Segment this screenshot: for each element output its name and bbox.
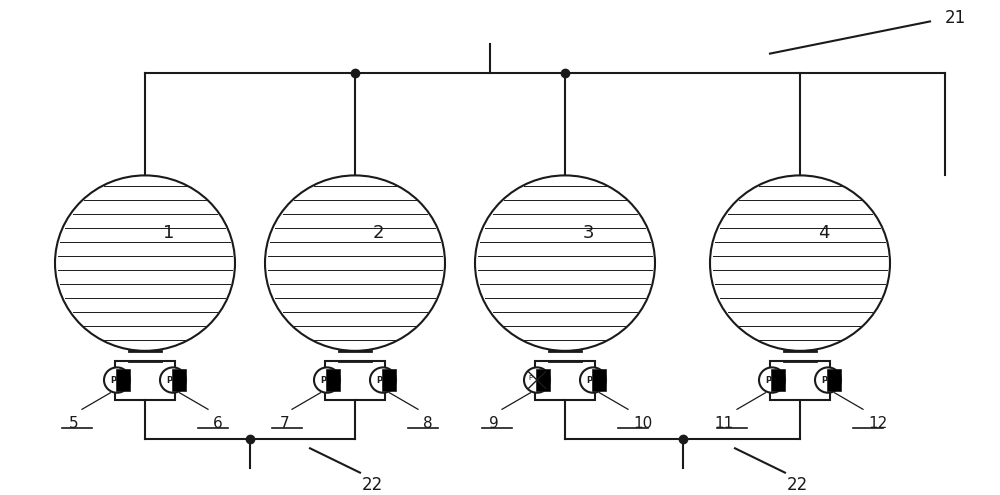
Circle shape	[370, 367, 396, 393]
Text: P: P	[528, 375, 533, 381]
Circle shape	[160, 367, 186, 393]
Bar	[115, 360, 175, 399]
Bar	[325, 360, 385, 399]
Bar	[382, 369, 396, 392]
Circle shape	[314, 367, 340, 393]
Text: P: P	[167, 376, 173, 385]
Bar	[536, 369, 550, 392]
Text: 11: 11	[715, 416, 734, 431]
Text: 7: 7	[279, 416, 289, 431]
Text: 22: 22	[362, 476, 383, 494]
Text: P: P	[822, 376, 828, 385]
Text: P: P	[587, 376, 593, 385]
Text: 9: 9	[489, 416, 499, 431]
Circle shape	[104, 367, 130, 393]
Text: P: P	[377, 376, 383, 385]
Circle shape	[580, 367, 606, 393]
Text: 8: 8	[423, 416, 433, 431]
Bar	[592, 369, 606, 392]
Circle shape	[815, 367, 841, 393]
Text: 2: 2	[373, 224, 384, 242]
Text: 5: 5	[69, 416, 79, 431]
Text: P: P	[111, 376, 117, 385]
Text: 1: 1	[163, 224, 174, 242]
Circle shape	[759, 367, 785, 393]
Text: 3: 3	[583, 224, 594, 242]
Bar	[827, 369, 841, 392]
Text: 22: 22	[787, 476, 808, 494]
Bar	[172, 369, 186, 392]
Text: 4: 4	[818, 224, 830, 242]
Text: P: P	[321, 376, 327, 385]
Bar	[326, 369, 340, 392]
Bar	[770, 360, 830, 399]
Bar	[535, 360, 595, 399]
Bar	[771, 369, 785, 392]
Circle shape	[524, 367, 550, 393]
Text: 21: 21	[945, 8, 966, 27]
Text: 12: 12	[868, 416, 887, 431]
Bar	[116, 369, 130, 392]
Text: 6: 6	[213, 416, 223, 431]
Text: P: P	[766, 376, 772, 385]
Text: 10: 10	[633, 416, 652, 431]
